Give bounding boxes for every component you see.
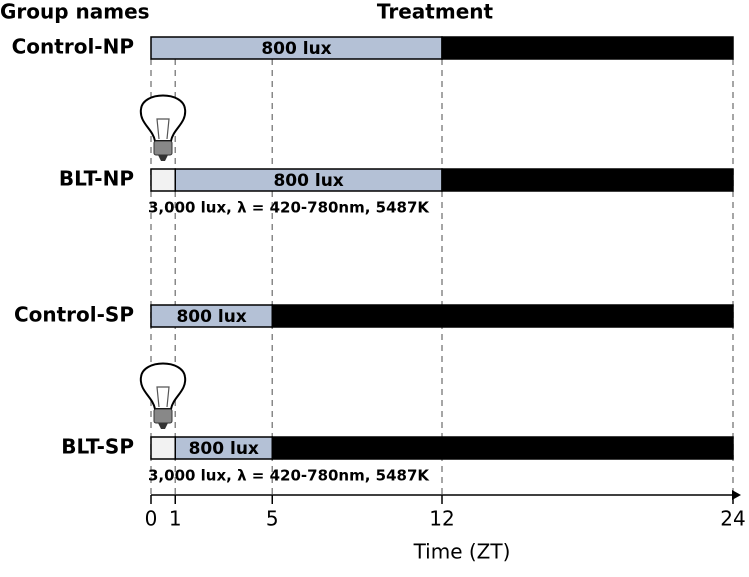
segment-label: 800 lux [176, 307, 246, 327]
x-tick-label: 0 [145, 507, 158, 531]
bulb-tip [158, 423, 168, 429]
bulb-filament [156, 386, 170, 408]
x-tick-label: 12 [429, 507, 454, 531]
bulb-icon [139, 362, 187, 429]
segment [441, 168, 734, 192]
bulb-base [153, 408, 173, 424]
x-tick-label: 1 [169, 507, 182, 531]
bulb-tip [158, 155, 168, 161]
light-note: 3,000 lux, λ = 420-780nm, 5487K [148, 467, 430, 485]
light-note: 3,000 lux, λ = 420-780nm, 5487K [148, 199, 430, 217]
segment [150, 168, 176, 192]
x-tick-label: 5 [266, 507, 279, 531]
segment [150, 436, 176, 460]
segment [271, 436, 734, 460]
bulb-icon [139, 94, 187, 161]
segment-label: 800 lux [189, 439, 259, 459]
group-name: Control-NP [12, 35, 134, 59]
group-name: Control-SP [14, 303, 134, 327]
bulb-glass [139, 94, 187, 142]
segment [441, 36, 734, 60]
bulb-base [153, 140, 173, 156]
group-name: BLT-SP [61, 435, 134, 459]
segment-label: 800 lux [261, 39, 331, 59]
group-name: BLT-NP [59, 167, 134, 191]
segment-label: 800 lux [273, 171, 343, 191]
axis-label: Time (ZT) [413, 540, 511, 564]
bulb-filament [156, 118, 170, 140]
x-tick-label: 24 [720, 507, 745, 531]
segment [271, 304, 734, 328]
bulb-glass [139, 362, 187, 410]
header-treatment: Treatment [377, 0, 494, 24]
header-group-names: Group names [0, 0, 150, 24]
axis-arrow [732, 490, 741, 500]
